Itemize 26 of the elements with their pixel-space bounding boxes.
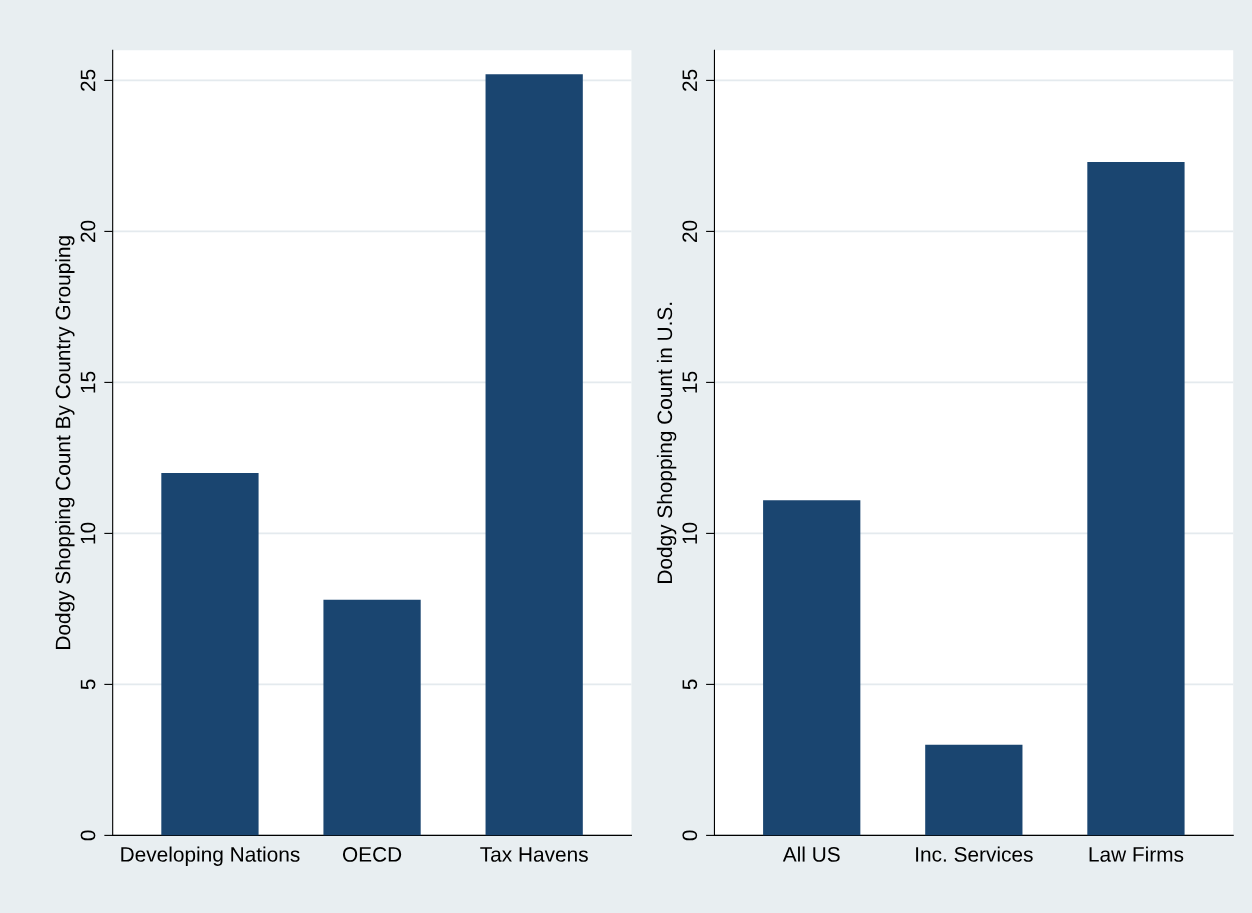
y-tick-label: 15 [80, 371, 96, 393]
bar [925, 744, 1023, 836]
bar [161, 473, 259, 836]
bar [1087, 161, 1185, 836]
x-tick-label: Developing Nations [121, 846, 300, 866]
x-tick-label: OECD [342, 847, 402, 862]
y-tick-label: 20 [682, 220, 698, 242]
y-axis-title: Dodgy Shopping Count By Country Grouping [55, 236, 75, 649]
bar [485, 74, 583, 836]
y-tick-label: 20 [80, 220, 96, 242]
y-tick-label: 5 [682, 679, 698, 690]
x-tick-label: Inc. Services [916, 846, 1033, 862]
y-tick-label: 0 [682, 830, 698, 841]
y-axis-title: Dodgy Shopping Count in U.S. [656, 302, 677, 583]
x-tick-label: Law Firms [1089, 846, 1184, 862]
y-tick-label: 5 [80, 679, 96, 690]
bar [763, 500, 861, 836]
y-tick-label: 25 [80, 69, 96, 91]
bar [323, 599, 421, 836]
y-tick-label: 0 [80, 830, 96, 841]
y-tick-label: 10 [682, 522, 698, 544]
y-tick-label: 15 [682, 371, 698, 393]
x-tick-label: Tax Havens [480, 847, 588, 862]
y-tick-label: 10 [80, 522, 96, 544]
y-tick-label: 25 [682, 69, 698, 91]
x-tick-label: All US [782, 846, 840, 862]
